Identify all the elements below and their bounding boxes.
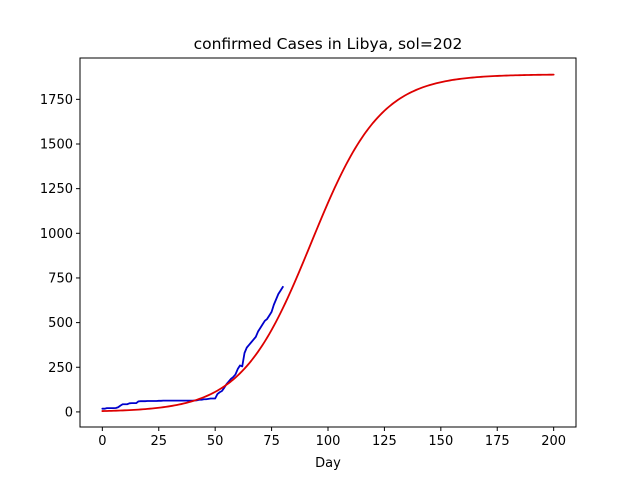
y-axis-ticks: 0 250 500 750 1000 1250 1500 1750 (40, 93, 80, 420)
axes-frame (79, 57, 577, 428)
x-tick-label: 75 (263, 434, 280, 449)
plot-lines (101, 73, 555, 412)
x-tick-label: 25 (150, 434, 167, 449)
y-tick-label: 750 (48, 271, 73, 286)
x-axis-ticks: 0 25 50 75 100 125 150 175 200 (98, 427, 566, 449)
chart-title: confirmed Cases in Libya, sol=202 (194, 35, 463, 53)
y-tick-label: 1750 (40, 93, 73, 108)
x-tick-label: 200 (541, 434, 566, 449)
x-tick-label: 125 (372, 434, 397, 449)
y-tick-label: 500 (48, 316, 73, 331)
x-tick-label: 150 (428, 434, 453, 449)
x-axis-label: Day (315, 456, 341, 471)
x-tick-label: 50 (207, 434, 224, 449)
y-tick-label: 1250 (40, 182, 73, 197)
y-tick-label: 1000 (40, 227, 73, 242)
x-tick-label: 100 (316, 434, 341, 449)
y-tick-label: 0 (65, 405, 73, 420)
x-tick-label: 0 (98, 434, 106, 449)
series-line-1 (101, 73, 555, 412)
y-tick-label: 250 (48, 361, 73, 376)
y-tick-label: 1500 (40, 137, 73, 152)
x-tick-label: 175 (485, 434, 510, 449)
series-line-0 (101, 285, 284, 410)
